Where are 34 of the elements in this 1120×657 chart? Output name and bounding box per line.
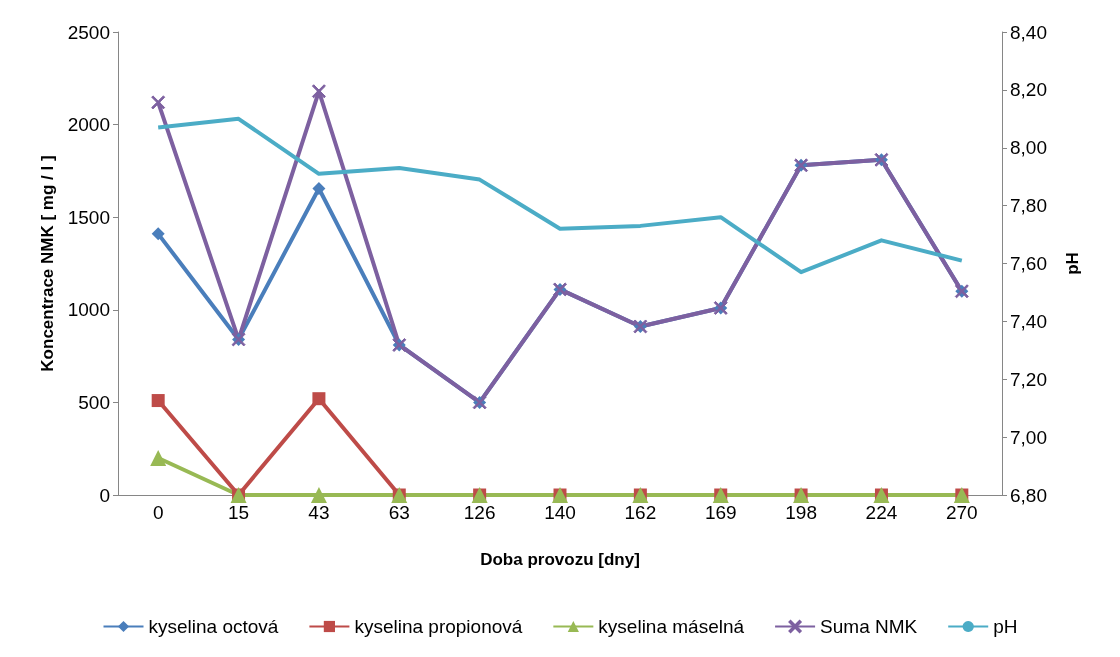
x-tick-label: 162 — [624, 502, 657, 523]
y2-tick-label: 7,60 — [1010, 253, 1047, 274]
x-tick-label: 169 — [704, 502, 737, 523]
y-tick-label: 0 — [99, 484, 110, 506]
y2-tick-label: 7,20 — [1010, 368, 1047, 390]
legend-label: kyselina propionová — [354, 616, 523, 637]
legend-label: Suma NMK — [820, 616, 918, 637]
y2-tick-label: 7,80 — [1010, 195, 1047, 217]
x-tick-label: 126 — [463, 502, 496, 523]
x-tick-label: 198 — [785, 502, 817, 523]
y-tick-label: 1000 — [67, 299, 110, 321]
legend-label: kyselina octová — [148, 616, 279, 637]
x-tick-label: 15 — [227, 502, 250, 523]
legend-label: kyselina máselná — [598, 616, 745, 637]
y2-tick-label: 7,00 — [1010, 426, 1047, 448]
x-tick-label: 224 — [865, 502, 898, 523]
y-tick-label: 2500 — [67, 21, 110, 43]
x-tick-label: 43 — [308, 502, 330, 523]
y-tick-label: 500 — [78, 391, 110, 413]
y-tick-label: 1500 — [67, 206, 110, 228]
y2-tick-label: 8,20 — [1010, 79, 1047, 101]
y2-tick-label: 8,40 — [1010, 21, 1047, 43]
x-tick-label: 140 — [544, 502, 576, 523]
x-axis-title: Doba provozu [dny] — [480, 550, 640, 569]
y2-axis-title: pH — [1063, 252, 1082, 275]
y2-tick-label: 7,40 — [1010, 310, 1047, 332]
x-tick-label: 0 — [152, 502, 164, 523]
y-tick-label: 2000 — [67, 114, 110, 136]
legend-label: pH — [993, 616, 1018, 637]
y-axis-title: Koncentrace NMK [ mg / l ] — [38, 155, 57, 372]
x-tick-label: 63 — [388, 502, 410, 523]
y2-tick-label: 8,00 — [1010, 137, 1047, 159]
x-tick-label: 270 — [945, 502, 978, 523]
y2-tick-label: 6,80 — [1010, 484, 1047, 506]
